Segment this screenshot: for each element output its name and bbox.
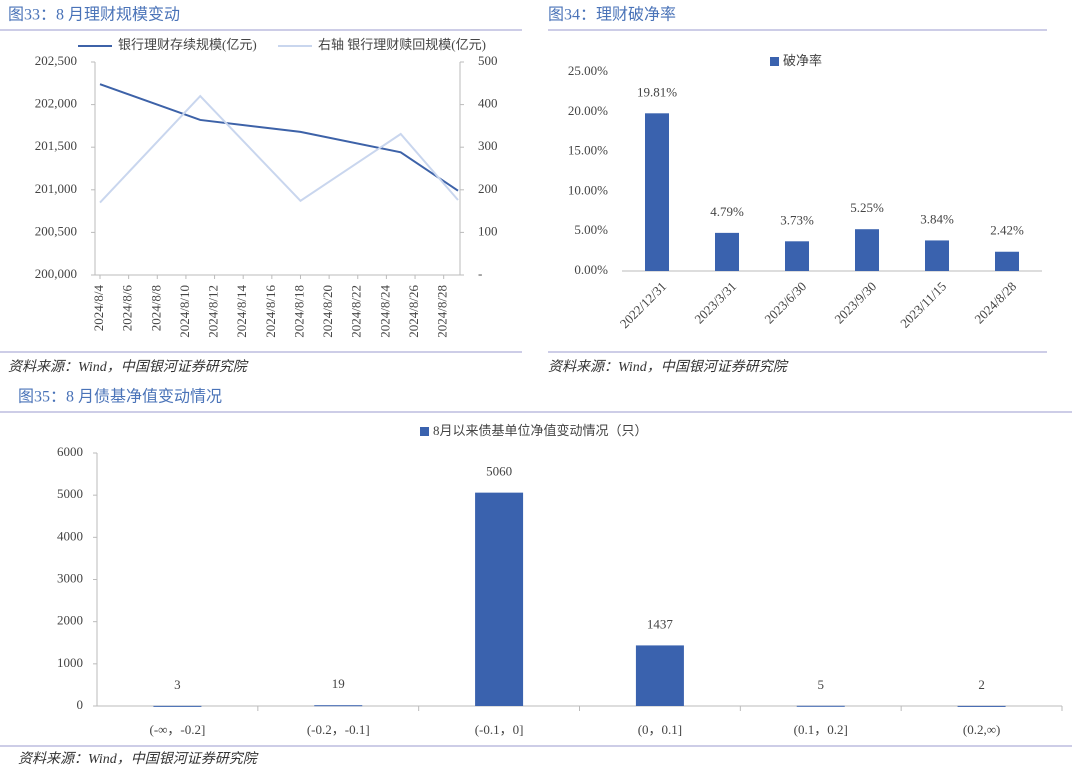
value-label: 5: [818, 677, 825, 692]
y2-tick-label: 400: [478, 96, 498, 111]
bar: [153, 705, 202, 707]
legend-label: 8月以来债基单位净值变动情况（只）: [433, 423, 648, 438]
legend-label: 银行理财存续规模(亿元): [118, 37, 257, 52]
line-series: [99, 94, 459, 204]
x-tick-label: 2023/11/15: [897, 279, 949, 331]
x-tick-label: 2024/8/6: [120, 285, 135, 332]
y-tick-label: 0.00%: [574, 262, 608, 277]
bar: [995, 251, 1019, 271]
bar: [715, 232, 739, 271]
x-tick-label: 2024/8/28: [971, 279, 1019, 327]
x-tick-label: 2022/12/31: [617, 279, 669, 331]
x-tick-label: (0，0.1]: [638, 722, 682, 737]
value-label: 3: [174, 677, 181, 692]
y-tick-label: 202,500: [35, 53, 77, 68]
x-tick-label: 2024/8/18: [291, 285, 306, 338]
x-tick-label: 2024/8/4: [91, 285, 106, 332]
legend-label: 右轴 银行理财赎回规模(亿元): [318, 37, 486, 52]
y-tick-label: 200,500: [35, 223, 77, 238]
x-tick-label: 2024/8/16: [263, 285, 278, 338]
y-tick-label: 6000: [57, 444, 83, 459]
x-tick-label: 2024/8/20: [320, 285, 335, 338]
source: 资料来源：Wind，中国银河证券研究院: [548, 359, 789, 375]
bar: [925, 240, 949, 271]
x-tick-label: 2024/8/12: [206, 285, 221, 338]
bar: [475, 492, 524, 706]
chart-title: 图34：理财破净率: [548, 6, 676, 24]
line-series: [99, 83, 459, 192]
bar: [645, 113, 669, 271]
value-label: 5.25%: [850, 200, 884, 215]
bar: [785, 241, 809, 271]
x-tick-label: 2023/6/30: [761, 279, 809, 327]
y-tick-label: 5.00%: [574, 222, 608, 237]
y-tick-label: 5000: [57, 486, 83, 501]
x-tick-label: (-0.1，0]: [475, 722, 524, 737]
chart-title: 图35：8 月债基净值变动情况: [18, 388, 222, 406]
legend-swatch: [420, 427, 429, 436]
y-tick-label: 202,000: [35, 96, 77, 111]
x-tick-label: 2023/9/30: [831, 279, 879, 327]
value-label: 19.81%: [637, 84, 677, 99]
y2-tick-label: 100: [478, 223, 498, 238]
y-tick-label: 15.00%: [568, 143, 608, 158]
x-tick-label: (-∞，-0.2]: [149, 722, 205, 737]
bar: [796, 705, 845, 707]
y2-tick-label: 200: [478, 181, 498, 196]
y-tick-label: 25.00%: [568, 63, 608, 78]
value-label: 4.79%: [710, 204, 744, 219]
y-tick-label: 2000: [57, 613, 83, 628]
value-label: 2: [978, 677, 985, 692]
x-tick-label: (0.1，0.2]: [794, 722, 848, 737]
bar: [635, 645, 684, 706]
value-label: 2.42%: [990, 223, 1024, 238]
value-label: 3.73%: [780, 212, 814, 227]
y2-tick-label: 300: [478, 138, 498, 153]
source: 资料来源：Wind，中国银河证券研究院: [18, 751, 259, 767]
y-tick-label: 3000: [57, 570, 83, 585]
value-label: 5060: [486, 464, 512, 479]
x-tick-label: 2024/8/10: [177, 285, 192, 338]
x-tick-label: 2024/8/26: [406, 285, 421, 338]
value-label: 1437: [647, 616, 674, 631]
x-tick-label: 2024/8/8: [148, 285, 163, 331]
legend-swatch: [770, 57, 779, 66]
bar: [957, 705, 1006, 707]
y-tick-label: 1000: [57, 655, 83, 670]
x-tick-label: 2024/8/28: [435, 285, 450, 338]
y-tick-label: 201,000: [35, 181, 77, 196]
y-tick-label: 201,500: [35, 138, 77, 153]
bar: [855, 229, 879, 271]
value-label: 3.84%: [920, 211, 954, 226]
x-tick-label: (0.2,∞): [963, 722, 1000, 737]
y-tick-label: 200,000: [35, 266, 77, 281]
chart-title: 图33：8 月理财规模变动: [8, 6, 180, 24]
legend-label: 破净率: [783, 53, 822, 68]
y-tick-label: 20.00%: [568, 103, 608, 118]
source: 资料来源：Wind，中国银河证券研究院: [8, 359, 249, 375]
bar: [314, 705, 363, 707]
value-label: 19: [332, 676, 345, 691]
x-tick-label: 2024/8/24: [377, 285, 392, 338]
y2-tick-label: 500: [478, 53, 498, 68]
y-tick-label: 4000: [57, 528, 83, 543]
y-tick-label: 10.00%: [568, 182, 608, 197]
y-tick-label: 0: [77, 697, 84, 712]
y2-tick-label: -: [478, 266, 482, 281]
x-tick-label: 2024/8/22: [349, 285, 364, 338]
x-tick-label: (-0.2，-0.1]: [307, 722, 370, 737]
x-tick-label: 2024/8/14: [234, 285, 249, 338]
x-tick-label: 2023/3/31: [691, 279, 739, 327]
